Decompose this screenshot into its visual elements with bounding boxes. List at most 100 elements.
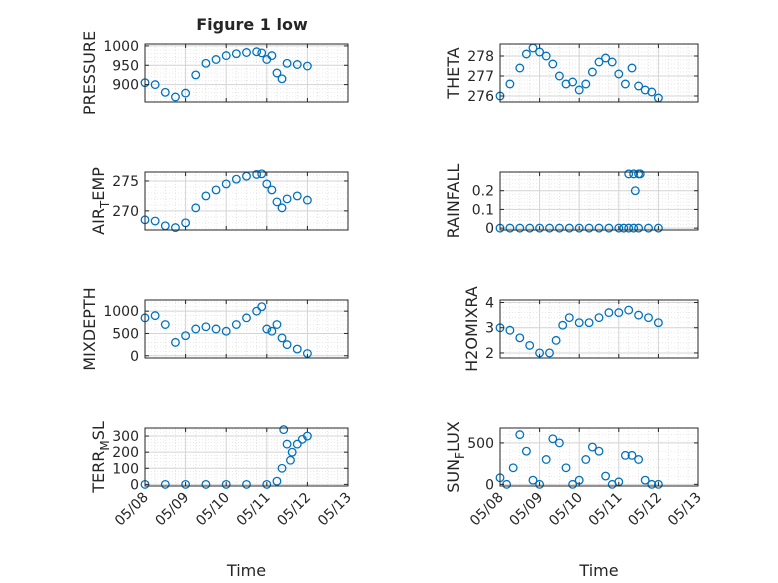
air-temp-point	[302, 195, 312, 205]
sun-flux-point	[548, 434, 558, 444]
air-temp-point	[257, 169, 267, 179]
mixdepth-point	[292, 344, 302, 354]
pressure-axes-box	[144, 43, 349, 103]
mixdepth-point	[181, 331, 191, 341]
h2omixra-axes-box	[499, 299, 699, 359]
rainfall-point	[594, 223, 604, 233]
terr-msl-xlabel: Time	[226, 561, 266, 580]
terr-msl-point	[272, 476, 282, 486]
rainfall-ylabel: RAINFALL	[444, 164, 463, 239]
rainfall-point	[629, 223, 639, 233]
mixdepth-point	[191, 324, 201, 334]
air-temp-ytick-label: 270	[112, 204, 139, 220]
air-temp-point	[201, 191, 211, 201]
pressure-point	[282, 58, 292, 68]
mixdepth-ylabel: MIXDEPTH	[80, 287, 99, 370]
rainfall-ytick-label: 0	[485, 221, 494, 237]
sun-flux-point	[627, 450, 637, 460]
mixdepth-point	[257, 302, 267, 312]
theta-point	[614, 69, 624, 79]
h2omixra-point	[594, 313, 604, 323]
terr-msl-point	[201, 479, 211, 489]
rainfall-plot-area	[500, 172, 698, 230]
air-temp-point	[191, 203, 201, 213]
h2omixra-point	[564, 313, 574, 323]
sun-flux-point	[653, 479, 663, 489]
theta-point	[515, 63, 525, 73]
rainfall-point	[554, 223, 564, 233]
terr-msl-plot-area	[145, 428, 348, 486]
pressure-point	[242, 48, 251, 57]
h2omixra-point	[545, 348, 554, 358]
mixdepth-ytick-label: 0	[130, 349, 139, 365]
h2omixra-point	[604, 308, 614, 318]
mixdepth-point	[277, 333, 287, 343]
sun-flux-point	[541, 455, 551, 464]
sun-flux-xtick-label: 05/11	[586, 490, 626, 530]
mixdepth-point	[201, 322, 211, 332]
theta-point	[521, 49, 531, 59]
pressure-point	[191, 70, 201, 80]
air-temp-point	[277, 203, 287, 213]
terr-msl-ytick-label: 0	[130, 477, 139, 493]
pressure-point	[272, 68, 282, 78]
h2omixra-point	[558, 320, 568, 330]
theta-point	[620, 79, 630, 89]
sun-flux-ytick-label: 500	[467, 436, 494, 452]
pressure-ytick-label: 1000	[103, 39, 139, 55]
sun-flux-point	[521, 446, 531, 456]
pressure-point	[160, 87, 170, 97]
rainfall-point	[604, 223, 614, 233]
h2omixra-ytick-label: 3	[485, 321, 494, 337]
mixdepth-point	[160, 320, 170, 329]
pressure-ytick-label: 900	[112, 78, 139, 94]
rainfall-point	[505, 223, 515, 233]
theta-point	[601, 53, 611, 63]
terr-msl-xtick-label: 05/10	[193, 490, 233, 530]
sun-flux-point	[601, 471, 611, 481]
sun-flux-xlabel: Time	[578, 561, 618, 580]
h2omixra-point	[525, 340, 535, 350]
pressure-ytick-label: 950	[112, 58, 139, 74]
sun-flux-point	[634, 455, 644, 464]
mixdepth-point	[231, 320, 241, 329]
theta-point	[607, 57, 617, 67]
rainfall-point	[584, 223, 594, 233]
pressure-point	[181, 88, 191, 98]
mixdepth-point	[272, 320, 282, 329]
terr-msl-point	[286, 455, 295, 465]
rainfall-point	[564, 223, 574, 233]
sun-flux-point	[647, 479, 657, 489]
terr-msl-xtick-label: 05/12	[274, 490, 314, 530]
h2omixra-ylabel: H2OMIXRA	[462, 286, 481, 372]
theta-ytick-label: 277	[467, 69, 494, 85]
h2omixra-point	[584, 318, 594, 328]
theta-ytick-label: 276	[467, 89, 494, 105]
theta-point	[574, 85, 584, 95]
h2omixra-point	[614, 308, 624, 318]
pressure-point	[277, 74, 287, 84]
air-temp-axes-box	[144, 171, 349, 231]
pressure-point	[302, 61, 312, 71]
terr-msl-point	[262, 479, 272, 489]
air-temp-point	[150, 216, 160, 226]
h2omixra-point	[505, 325, 515, 335]
terr-msl-point	[287, 447, 297, 457]
theta-point	[554, 71, 564, 81]
sun-flux-point	[508, 463, 518, 473]
theta-point	[568, 77, 578, 87]
h2omixra-point	[515, 333, 525, 343]
pressure-point	[170, 92, 180, 102]
pressure-ylabel: PRESSURE	[80, 31, 99, 115]
rainfall-ytick-label: 0.1	[472, 202, 494, 218]
rainfall-point	[653, 223, 663, 233]
rainfall-point	[644, 223, 653, 233]
sun-flux-point	[561, 463, 571, 473]
sun-flux-xtick-label: 05/08	[467, 490, 507, 530]
mixdepth-point	[282, 340, 292, 350]
figure-title: Figure 1 low	[196, 15, 308, 34]
air-temp-point	[292, 191, 302, 201]
rainfall-point	[515, 223, 525, 233]
